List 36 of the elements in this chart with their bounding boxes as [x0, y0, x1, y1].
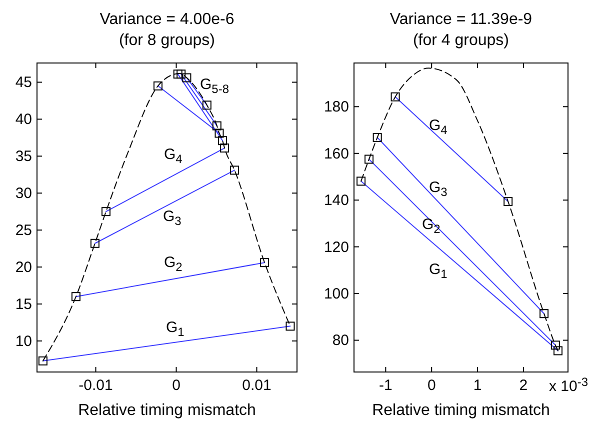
x-tick-label: -1 [379, 377, 392, 394]
y-tick-label: 160 [324, 145, 349, 162]
x-tick-label: 0.01 [242, 377, 272, 394]
y-tick-label: 45 [15, 74, 32, 92]
annotation: G$_{4}$ [429, 117, 448, 138]
annotation: G$_{3}$ [163, 208, 182, 228]
x-tick-label: 2 [519, 377, 528, 394]
annotation: G$_{3}$ [429, 179, 448, 200]
y-tick-label: 140 [324, 192, 349, 210]
y-tick-label: 120 [324, 238, 349, 256]
y-tick-label: 35 [15, 148, 32, 166]
chart-title: Variance = 4.00e-6 [100, 11, 234, 28]
y-tick-label: 15 [15, 296, 32, 313]
x-tick-label: 1 [473, 377, 482, 394]
y-tick-label: 40 [15, 111, 32, 128]
text: x 10$^{-3}$ [548, 375, 588, 395]
y-tick-label: 30 [15, 185, 32, 202]
chart-subtitle: (for 8 groups) [118, 32, 216, 49]
x-tick-label: -0.01 [78, 377, 113, 394]
y-tick-label: 80 [332, 332, 349, 350]
annotation: G$_{1}$ [166, 319, 185, 340]
x-axis-title: Relative timing mismatch [78, 402, 256, 419]
annotation: G$_{2}$ [164, 254, 183, 274]
chart-subtitle: (for 4 groups) [412, 32, 510, 49]
annotation: G$_{1}$ [429, 261, 448, 282]
annotation: G$_{4}$ [164, 146, 183, 166]
x-tick-label: 0 [427, 377, 436, 394]
y-tick-label: 20 [15, 259, 32, 276]
x-axis-title: Relative timing mismatch [372, 402, 550, 419]
chart-title: Variance = 11.39e-9 [390, 11, 532, 28]
y-tick-label: 25 [15, 222, 32, 240]
annotation: G$_{5-8}$ [200, 76, 230, 96]
y-tick-label: 180 [324, 98, 349, 116]
x-tick-label: 0 [172, 377, 180, 394]
y-tick-label: 100 [324, 286, 349, 303]
y-tick-label: 10 [15, 332, 32, 350]
